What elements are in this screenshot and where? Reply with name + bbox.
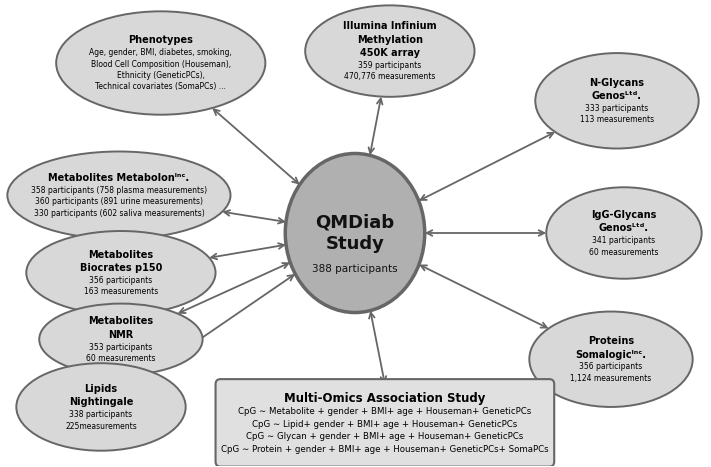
FancyArrowPatch shape bbox=[421, 133, 553, 200]
FancyBboxPatch shape bbox=[215, 379, 554, 467]
Text: N-Glycans: N-Glycans bbox=[589, 78, 644, 88]
Text: 330 participants (602 saliva measurements): 330 participants (602 saliva measurement… bbox=[33, 209, 204, 218]
Text: Phenotypes: Phenotypes bbox=[128, 35, 193, 45]
Text: Illumina Infinium: Illumina Infinium bbox=[343, 21, 437, 31]
Text: Nightingale: Nightingale bbox=[69, 397, 133, 407]
Text: 359 participants: 359 participants bbox=[358, 61, 422, 70]
FancyArrowPatch shape bbox=[224, 210, 284, 224]
Text: 338 participants: 338 participants bbox=[70, 410, 132, 419]
FancyArrowPatch shape bbox=[368, 99, 383, 153]
Text: Biocrates p150: Biocrates p150 bbox=[80, 263, 162, 273]
Text: Study: Study bbox=[326, 235, 385, 253]
Text: Somalogicᴵⁿᶜ.: Somalogicᴵⁿᶜ. bbox=[575, 349, 646, 360]
Text: Methylation: Methylation bbox=[357, 35, 423, 45]
Text: 388 participants: 388 participants bbox=[312, 264, 398, 274]
Text: 1,124 measurements: 1,124 measurements bbox=[570, 374, 651, 383]
Text: 60 measurements: 60 measurements bbox=[86, 354, 156, 363]
Text: Metabolites: Metabolites bbox=[88, 250, 154, 260]
Ellipse shape bbox=[7, 151, 230, 239]
Text: 356 participants: 356 participants bbox=[90, 276, 153, 285]
Text: 163 measurements: 163 measurements bbox=[84, 287, 158, 297]
Ellipse shape bbox=[305, 5, 474, 97]
Text: Lipids: Lipids bbox=[85, 384, 117, 394]
Ellipse shape bbox=[535, 53, 699, 149]
Ellipse shape bbox=[39, 304, 203, 375]
Text: 60 measurements: 60 measurements bbox=[589, 248, 658, 257]
Ellipse shape bbox=[56, 11, 265, 115]
Text: 113 measurements: 113 measurements bbox=[580, 115, 654, 124]
Text: Blood Cell Composition (Houseman),: Blood Cell Composition (Houseman), bbox=[91, 59, 231, 69]
Text: 360 participants (891 urine measurements): 360 participants (891 urine measurements… bbox=[35, 198, 203, 206]
Text: 358 participants (758 plasma measurements): 358 participants (758 plasma measurement… bbox=[31, 186, 207, 195]
Text: Ethnicity (GeneticPCs),: Ethnicity (GeneticPCs), bbox=[117, 71, 205, 80]
FancyArrowPatch shape bbox=[154, 275, 294, 371]
Text: NMR: NMR bbox=[108, 330, 134, 340]
Text: 353 participants: 353 participants bbox=[90, 343, 153, 352]
Ellipse shape bbox=[26, 231, 215, 314]
FancyArrowPatch shape bbox=[421, 265, 547, 328]
Ellipse shape bbox=[529, 311, 693, 407]
Text: Metabolites Metabolonᴵⁿᶜ.: Metabolites Metabolonᴵⁿᶜ. bbox=[48, 173, 190, 183]
Text: Proteins: Proteins bbox=[588, 336, 634, 346]
Text: CpG ∼ Lipid+ gender + BMI+ age + Houseman+ GeneticPCs: CpG ∼ Lipid+ gender + BMI+ age + Housema… bbox=[252, 420, 518, 429]
Text: Age, gender, BMI, diabetes, smoking,: Age, gender, BMI, diabetes, smoking, bbox=[90, 48, 232, 57]
FancyArrowPatch shape bbox=[214, 109, 298, 183]
Ellipse shape bbox=[16, 363, 186, 451]
Text: 333 participants: 333 participants bbox=[585, 104, 648, 113]
FancyArrowPatch shape bbox=[211, 243, 284, 259]
Text: Technical covariates (SomaPCs) ...: Technical covariates (SomaPCs) ... bbox=[95, 82, 226, 92]
FancyArrowPatch shape bbox=[179, 263, 289, 313]
Text: 450K array: 450K array bbox=[360, 48, 420, 58]
Text: CpG ∼ Metabolite + gender + BMI+ age + Houseman+ GeneticPCs: CpG ∼ Metabolite + gender + BMI+ age + H… bbox=[238, 407, 532, 417]
FancyArrowPatch shape bbox=[427, 230, 544, 236]
Text: 470,776 measurements: 470,776 measurements bbox=[344, 72, 436, 81]
Ellipse shape bbox=[285, 154, 424, 312]
Text: CpG ∼ Glycan + gender + BMI+ age + Houseman+ GeneticPCs: CpG ∼ Glycan + gender + BMI+ age + House… bbox=[246, 432, 523, 441]
Ellipse shape bbox=[546, 187, 702, 279]
Text: QMDiab: QMDiab bbox=[316, 213, 395, 231]
Text: Multi-Omics Association Study: Multi-Omics Association Study bbox=[284, 391, 486, 404]
FancyArrowPatch shape bbox=[369, 312, 386, 382]
Text: Genosᴸᵗᵈ.: Genosᴸᵗᵈ. bbox=[599, 223, 649, 234]
Text: Metabolites: Metabolites bbox=[88, 316, 154, 326]
Text: CpG ∼ Protein + gender + BMI+ age + Houseman+ GeneticPCs+ SomaPCs: CpG ∼ Protein + gender + BMI+ age + Hous… bbox=[221, 445, 549, 454]
Text: IgG-Glycans: IgG-Glycans bbox=[592, 210, 657, 220]
Text: 356 participants: 356 participants bbox=[579, 362, 643, 371]
Text: Genosᴸᵗᵈ.: Genosᴸᵗᵈ. bbox=[592, 91, 642, 101]
Text: 341 participants: 341 participants bbox=[592, 236, 656, 245]
Text: 225measurements: 225measurements bbox=[65, 422, 137, 431]
